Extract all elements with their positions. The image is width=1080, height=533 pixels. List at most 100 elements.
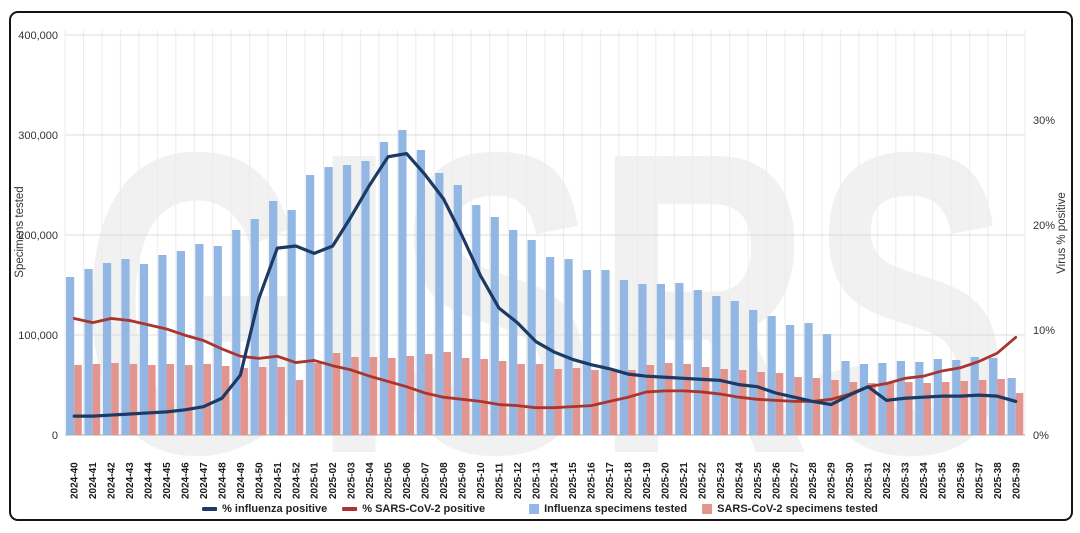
sars-bar	[757, 372, 765, 435]
sars-bar	[295, 380, 304, 435]
sars-bar	[332, 353, 341, 435]
legend-label: % influenza positive	[222, 503, 328, 515]
x-tick-label: 2025-12	[513, 462, 524, 499]
y-tick-label-left: 300,000	[18, 130, 58, 142]
sars-bar	[388, 358, 396, 435]
legend-label: SARS-CoV-2 specimens tested	[717, 503, 878, 515]
x-tick-label: 2025-33	[901, 462, 912, 499]
x-tick-label: 2025-05	[384, 462, 395, 499]
sars-bar	[129, 364, 138, 435]
sars-bar	[480, 359, 488, 435]
x-tick-label: 2025-19	[642, 462, 653, 499]
x-tick-label: 2025-01	[310, 462, 321, 499]
x-tick-label: 2025-02	[328, 462, 339, 499]
sars-bar	[664, 363, 673, 435]
sars-bar	[701, 367, 710, 435]
x-tick-label: 2024-43	[125, 462, 136, 499]
x-tick-label: 2025-18	[624, 462, 635, 499]
influenza-positivity-line	[72, 152, 1018, 418]
y-tick-label-left: 400,000	[18, 30, 58, 42]
influenza-bar	[675, 283, 684, 435]
sars-bar	[738, 370, 747, 435]
influenza-bar	[546, 257, 555, 435]
influenza-bar	[102, 263, 112, 435]
x-tick-label: 2024-50	[254, 462, 265, 499]
x-tick-label: 2025-37	[974, 462, 985, 499]
sars-bar	[443, 352, 452, 435]
influenza-bar	[859, 364, 869, 435]
influenza-bar	[767, 316, 776, 435]
influenza-bar	[66, 277, 75, 435]
x-tick-label: 2025-10	[476, 462, 487, 499]
influenza-bar	[1007, 378, 1016, 435]
influenza-bar	[287, 210, 296, 435]
sars-bar	[775, 373, 784, 435]
sars-bar	[868, 383, 876, 435]
sars-bar	[111, 363, 119, 435]
y-tick-label-left: 200,000	[18, 230, 58, 242]
influenza-bar	[472, 205, 481, 435]
x-tick-label: 2025-25	[753, 462, 764, 499]
sars-bar	[517, 364, 525, 435]
influenza-bar	[342, 165, 352, 435]
sars-bar	[812, 378, 821, 435]
x-tick-label: 2025-16	[587, 462, 598, 499]
legend-item-sars-tested: SARS-CoV-2 specimens tested	[702, 503, 878, 515]
x-tick-label: 2025-23	[716, 462, 727, 499]
sars-bar	[498, 361, 507, 435]
influenza-bar	[361, 161, 370, 435]
sars-bar	[978, 380, 987, 435]
x-tick-label: 2024-51	[273, 462, 284, 499]
legend-label: % SARS-CoV-2 positive	[362, 503, 486, 515]
sars-bar	[554, 369, 562, 435]
x-tick-label: 2024-42	[107, 462, 118, 499]
legend-item-sars-pct: % SARS-CoV-2 positive	[342, 503, 485, 515]
influenza-bar	[786, 325, 795, 435]
x-tick-label: 2025-30	[845, 462, 856, 499]
influenza-bar	[638, 284, 647, 435]
sars-bar	[941, 382, 950, 435]
influenza-bar	[804, 323, 813, 435]
sars-bar	[794, 377, 802, 435]
legend: % influenza positive % SARS-CoV-2 positi…	[202, 503, 878, 515]
sars-bar	[314, 363, 322, 435]
legend-item-flu-pct: % influenza positive	[202, 503, 327, 515]
x-tick-label: 2024-46	[181, 462, 192, 499]
influenza-bar	[158, 255, 167, 435]
influenza-bar	[693, 290, 702, 435]
sars-bar	[351, 357, 359, 435]
y-tick-label-left: 100,000	[18, 330, 58, 342]
x-tick-label: 2025-04	[365, 462, 376, 499]
influenza-bar	[712, 296, 721, 435]
x-tick-label: 2025-06	[402, 462, 413, 499]
influenza-bar	[416, 150, 425, 435]
influenza-bar	[582, 270, 592, 435]
sars-bar	[166, 364, 175, 435]
x-tick-label: 2025-36	[956, 462, 967, 499]
influenza-bar	[232, 230, 241, 435]
influenza-bar	[490, 217, 499, 435]
influenza-bar	[822, 334, 832, 435]
sars-bar	[74, 365, 82, 435]
x-tick-label: 2025-09	[457, 462, 468, 499]
influenza-bar	[250, 219, 259, 435]
sars-bar	[461, 358, 470, 435]
x-tick-label: 2025-32	[882, 462, 893, 499]
right-axis-title: Virus % positive	[1056, 192, 1068, 274]
legend-item-flu-tested: Influenza specimens tested	[529, 503, 687, 515]
sars-bar	[886, 383, 895, 435]
influenza-bar	[730, 301, 739, 435]
y-tick-label-left: 0	[52, 430, 58, 442]
x-tick-label: 2025-11	[494, 462, 505, 499]
sars-bar	[923, 383, 932, 435]
sars-bar	[849, 382, 858, 435]
sars-bar	[960, 381, 968, 435]
x-tick-label: 2025-21	[679, 462, 690, 499]
influenza-bar	[269, 201, 278, 435]
influenza-bar	[306, 175, 315, 435]
influenza-bar	[121, 259, 130, 435]
influenza-bar	[213, 246, 222, 435]
sars-bar	[277, 367, 285, 435]
